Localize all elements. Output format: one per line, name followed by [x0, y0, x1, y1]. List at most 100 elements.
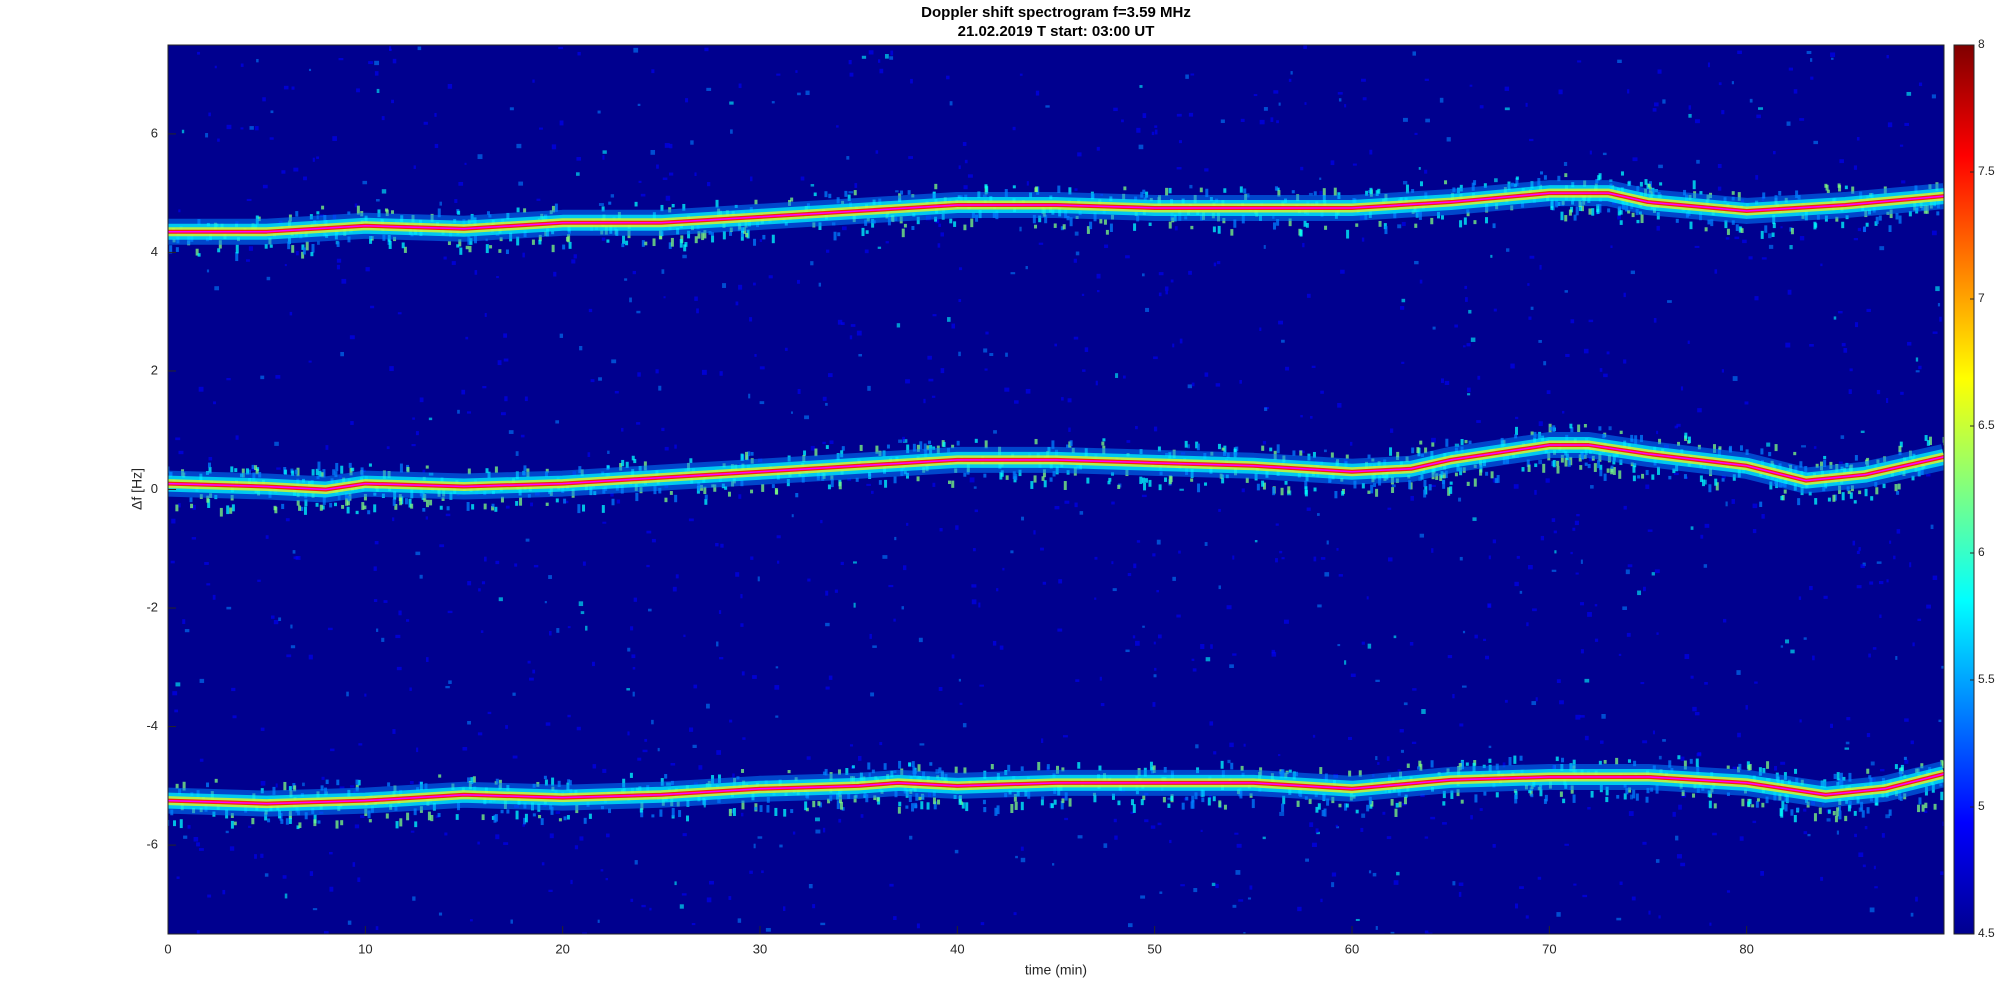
- ridge-speckle: [1042, 469, 1046, 478]
- noise: [1780, 226, 1783, 229]
- ridge-speckle: [123, 495, 126, 498]
- ridge-speckle: [1656, 466, 1660, 475]
- noise: [1642, 841, 1647, 845]
- ridge-speckle: [1383, 223, 1387, 230]
- ridge-speckle: [633, 458, 637, 464]
- noise: [1239, 379, 1242, 384]
- ridge-speckle: [1167, 803, 1171, 808]
- noise: [854, 183, 858, 188]
- ridge-speckle: [640, 810, 644, 818]
- ridge-speckle: [1473, 478, 1477, 487]
- noise: [1297, 906, 1302, 912]
- noise: [1010, 272, 1016, 275]
- ridge-speckle: [984, 440, 988, 449]
- noise: [947, 317, 951, 322]
- noise: [634, 860, 638, 865]
- ridge-speckle: [1577, 424, 1581, 433]
- ridge-speckle: [406, 466, 410, 473]
- noise: [1529, 138, 1534, 142]
- noise: [1580, 559, 1583, 564]
- ridge-speckle: [1825, 184, 1829, 191]
- ridge-speckle: [1815, 463, 1819, 468]
- noise: [1273, 90, 1279, 94]
- noise: [1452, 693, 1455, 699]
- ridge-speckle: [284, 469, 288, 475]
- ridge-speckle: [1897, 483, 1901, 490]
- ridge-speckle: [1233, 219, 1237, 228]
- noise: [1440, 378, 1444, 383]
- noise: [1687, 340, 1690, 344]
- noise: [1688, 113, 1692, 118]
- ridge-speckle: [1761, 802, 1765, 808]
- noise: [1787, 289, 1792, 295]
- noise: [1626, 632, 1631, 637]
- ridge-speckle: [1738, 763, 1742, 770]
- noise: [1310, 416, 1313, 419]
- noise: [1309, 822, 1314, 827]
- noise: [1015, 855, 1018, 859]
- ridge-speckle: [1483, 183, 1487, 188]
- ridge-speckle: [1185, 796, 1189, 801]
- noise: [1477, 375, 1481, 380]
- noise: [392, 729, 396, 734]
- noise: [1254, 539, 1258, 543]
- ridge-speckle: [1587, 463, 1591, 469]
- noise: [868, 50, 874, 55]
- ridge-speckle: [639, 808, 643, 813]
- ridge-speckle: [1827, 809, 1831, 814]
- noise: [1075, 251, 1080, 256]
- noise: [1839, 159, 1844, 164]
- noise: [1096, 146, 1100, 151]
- noise: [1801, 445, 1806, 448]
- noise: [640, 193, 646, 197]
- noise: [1838, 310, 1843, 314]
- noise: [1531, 701, 1537, 706]
- noise: [1528, 565, 1533, 570]
- noise: [208, 456, 213, 461]
- noise: [461, 389, 466, 395]
- ridge-speckle: [483, 503, 487, 510]
- ridge-speckle: [750, 489, 754, 494]
- noise: [765, 927, 771, 932]
- noise: [757, 576, 760, 582]
- noise: [867, 385, 871, 391]
- noise: [1756, 114, 1761, 119]
- noise: [1876, 389, 1881, 395]
- ridge-speckle: [905, 805, 909, 809]
- noise: [1651, 572, 1655, 576]
- noise: [556, 628, 560, 633]
- noise: [181, 129, 185, 134]
- noise: [1632, 157, 1638, 162]
- ridge-speckle: [1148, 479, 1152, 487]
- noise: [565, 500, 569, 504]
- ridge-speckle: [336, 779, 340, 786]
- noise: [496, 276, 499, 279]
- ridge-speckle: [1030, 481, 1034, 489]
- ridge-speckle: [367, 510, 371, 515]
- noise: [893, 916, 897, 921]
- ridge-speckle: [790, 197, 794, 202]
- ridge-speckle: [153, 230, 156, 233]
- noise: [958, 267, 963, 271]
- ridge-speckle: [1814, 223, 1818, 228]
- noise: [270, 615, 275, 619]
- noise: [226, 378, 231, 381]
- noise: [1709, 922, 1712, 926]
- noise: [1761, 514, 1765, 519]
- noise: [1786, 121, 1791, 126]
- noise: [837, 319, 843, 325]
- noise: [1869, 581, 1874, 585]
- noise: [439, 201, 442, 206]
- noise: [650, 149, 656, 155]
- noise: [226, 124, 232, 130]
- noise: [231, 687, 236, 692]
- noise: [412, 417, 415, 420]
- ridge-speckle: [1098, 765, 1102, 771]
- noise: [825, 590, 829, 596]
- ridge-speckle: [274, 506, 278, 514]
- noise: [894, 536, 897, 541]
- ridge-speckle: [315, 468, 319, 476]
- noise: [312, 157, 315, 162]
- ridge-speckle: [1034, 224, 1038, 229]
- noise: [567, 626, 571, 629]
